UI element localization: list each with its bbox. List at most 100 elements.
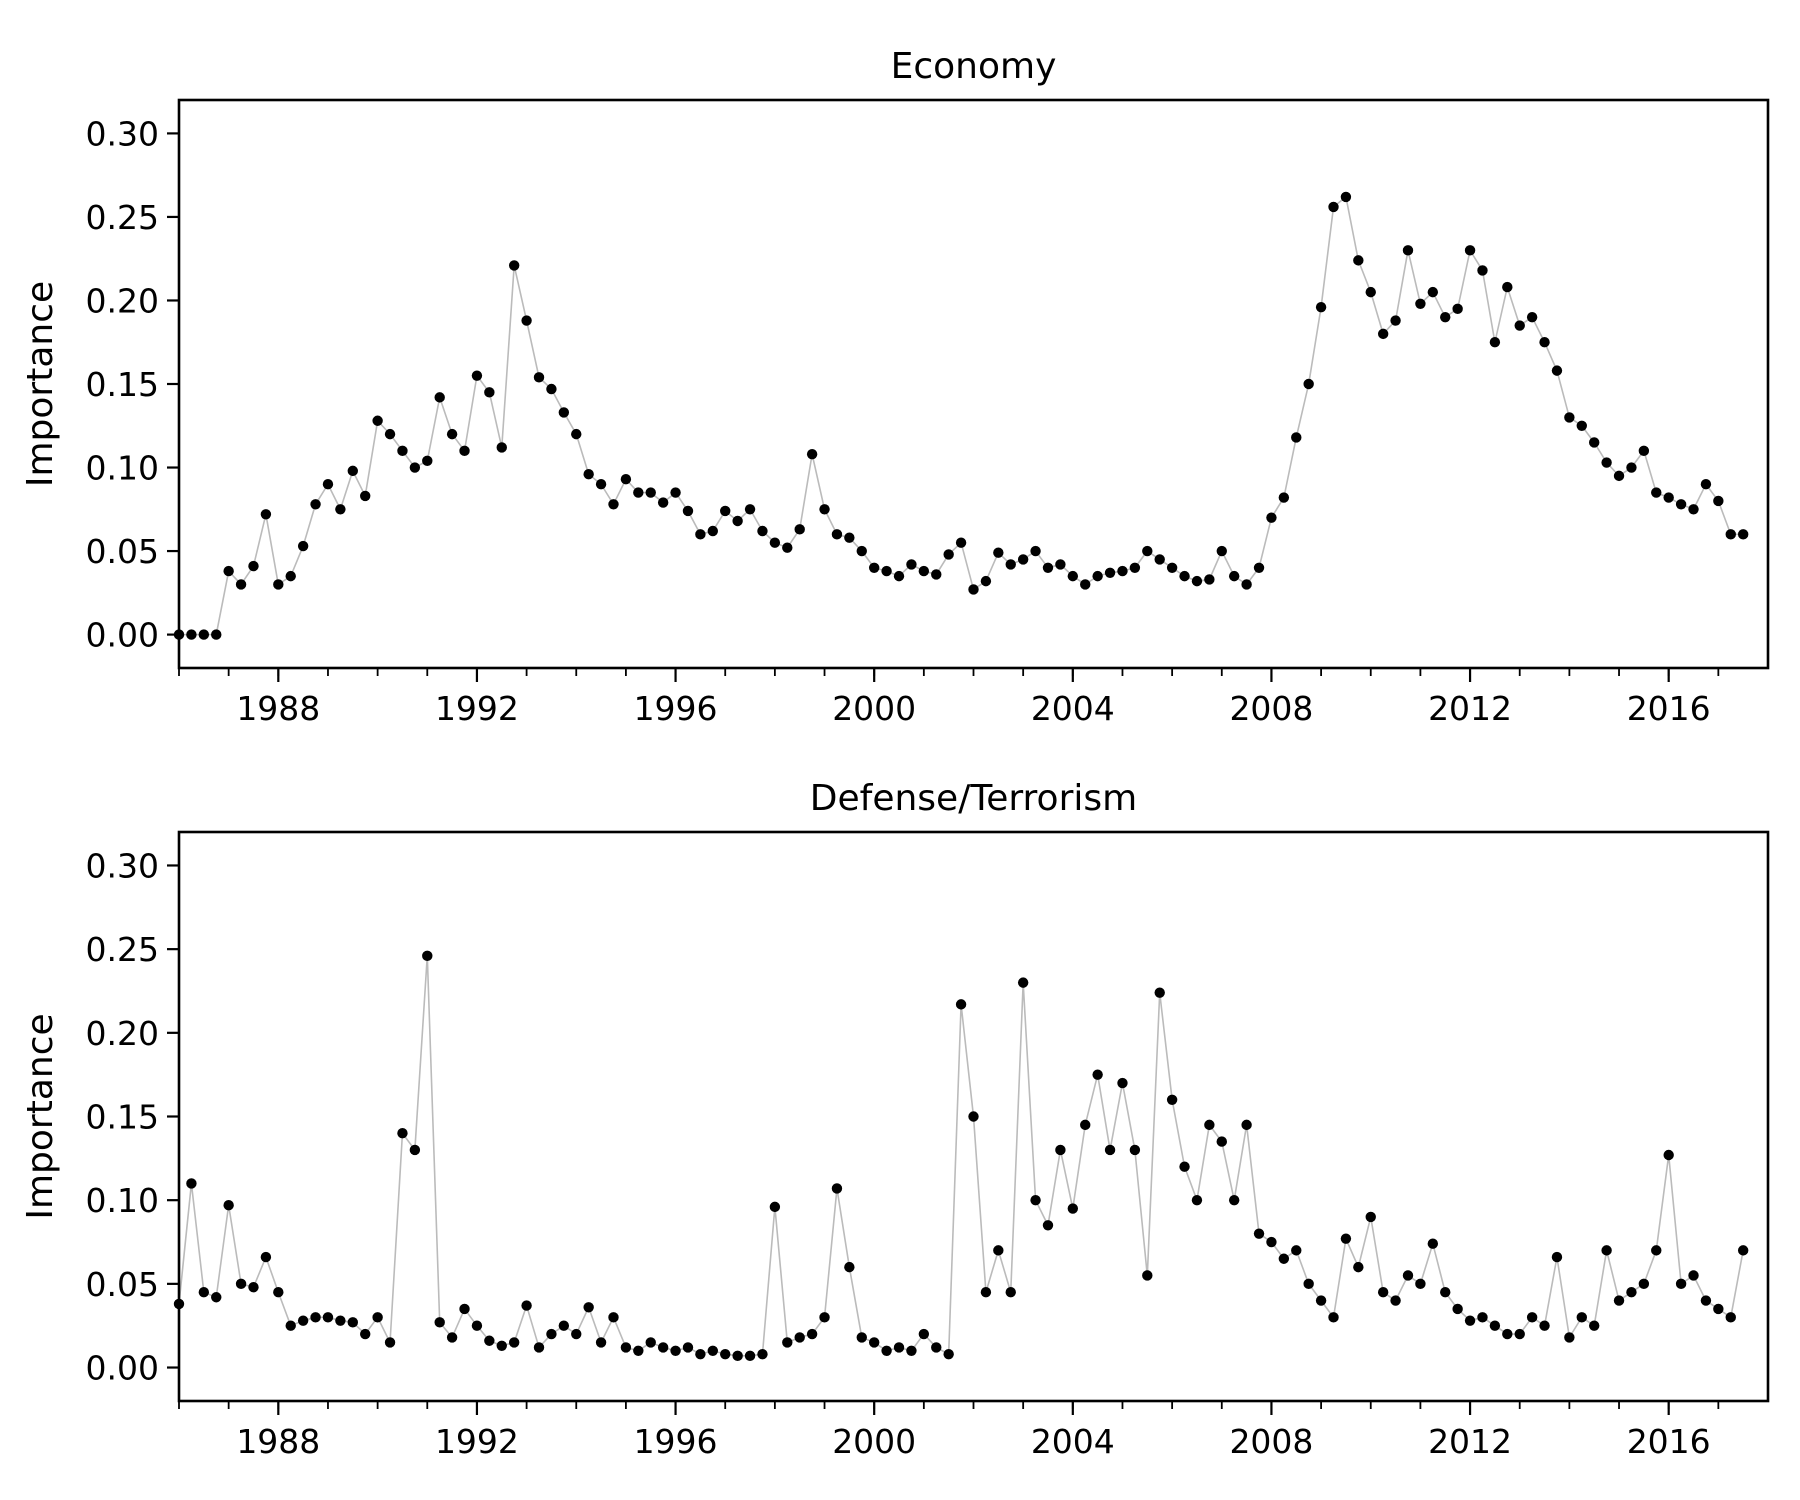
data-point [1713, 1303, 1724, 1315]
data-point [1688, 504, 1699, 515]
x-tick-label: 2016 [1627, 1422, 1711, 1461]
data-point [782, 542, 793, 553]
data-point [1204, 1119, 1215, 1131]
data-point [1166, 1094, 1178, 1105]
data-point [1440, 311, 1451, 323]
data-point [1725, 1312, 1736, 1323]
y-tick-label: 0.00 [86, 616, 159, 655]
data-point [1092, 570, 1103, 582]
x-tick-label: 1996 [634, 689, 718, 728]
data-point [1328, 1312, 1339, 1323]
data-point [360, 490, 371, 502]
data-point [1415, 298, 1426, 310]
data-point [508, 1337, 520, 1348]
data-point [1700, 1295, 1712, 1306]
data-point [1737, 529, 1749, 540]
panel-title: Economy [891, 46, 1057, 87]
data-point [558, 1320, 570, 1331]
data-point [211, 1292, 222, 1303]
x-tick-label: 2012 [1428, 689, 1512, 728]
data-point [844, 1261, 855, 1273]
data-point [794, 524, 805, 535]
data-point [1042, 1220, 1054, 1231]
y-tick-label: 0.20 [86, 281, 159, 320]
y-tick-label: 0.15 [86, 1098, 159, 1137]
data-point [1129, 562, 1141, 573]
data-point [1427, 1238, 1439, 1249]
data-point [1377, 1287, 1389, 1298]
data-point [955, 537, 967, 548]
data-point [235, 579, 247, 590]
y-tick-label: 0.30 [86, 114, 159, 153]
data-point [1191, 1194, 1203, 1206]
data-point [546, 1328, 557, 1340]
x-tick-label: 2000 [832, 1422, 916, 1461]
data-point [335, 1315, 346, 1326]
data-point [1564, 412, 1575, 423]
data-point [695, 1348, 706, 1360]
data-point [360, 1328, 371, 1340]
data-point [720, 505, 731, 517]
data-point [1589, 1320, 1600, 1331]
y-tick-label: 0.25 [86, 930, 159, 969]
data-point [943, 1348, 954, 1360]
data-point [1651, 1245, 1662, 1256]
data-point [831, 529, 843, 540]
data-point [1452, 303, 1463, 315]
data-point [1328, 201, 1339, 213]
data-point [1104, 1144, 1116, 1156]
data-point [583, 469, 594, 480]
data-point [347, 465, 358, 477]
data-point [1601, 457, 1612, 468]
data-point [1539, 1320, 1550, 1331]
y-tick-label: 0.10 [86, 449, 159, 488]
data-point [1080, 579, 1091, 590]
x-tick-label: 1988 [236, 1422, 320, 1461]
data-point [1030, 545, 1041, 557]
data-point [1551, 365, 1563, 376]
y-tick-label: 0.15 [86, 365, 159, 404]
data-point [1291, 432, 1302, 443]
data-point [1005, 1287, 1016, 1298]
data-point [1551, 1251, 1563, 1263]
data-point [434, 392, 445, 403]
data-point [533, 372, 545, 383]
data-point [968, 584, 979, 595]
x-tick-label: 1996 [634, 1422, 718, 1461]
data-point [732, 1350, 743, 1362]
data-point [459, 1303, 470, 1315]
data-point [608, 499, 619, 510]
data-point [198, 1287, 210, 1298]
data-point [1626, 1287, 1637, 1298]
data-point [1154, 987, 1165, 998]
data-point [856, 1332, 867, 1343]
data-point [1315, 301, 1327, 313]
data-point [508, 260, 520, 271]
data-point [1228, 1194, 1240, 1206]
data-point [496, 1340, 507, 1351]
data-point [1589, 437, 1600, 448]
data-point [1489, 337, 1501, 348]
data-point [1725, 529, 1736, 540]
data-point [422, 950, 433, 962]
data-point [1055, 559, 1066, 570]
data-point [732, 515, 743, 527]
data-point [1564, 1332, 1575, 1343]
y-tick-label: 0.05 [86, 532, 159, 571]
data-point [1005, 559, 1016, 570]
data-point [1539, 337, 1550, 348]
data-point [1713, 495, 1724, 507]
data-point [1688, 1270, 1699, 1281]
data-point [1315, 1295, 1327, 1306]
data-point [980, 575, 992, 587]
data-point [893, 570, 905, 582]
x-tick-label: 1992 [435, 689, 519, 728]
data-point [484, 387, 495, 398]
y-tick-label: 0.00 [86, 1349, 159, 1388]
data-point [347, 1317, 358, 1328]
data-point [1613, 1295, 1625, 1306]
data-point [1365, 286, 1376, 298]
data-point [856, 545, 867, 557]
data-point [409, 462, 421, 473]
